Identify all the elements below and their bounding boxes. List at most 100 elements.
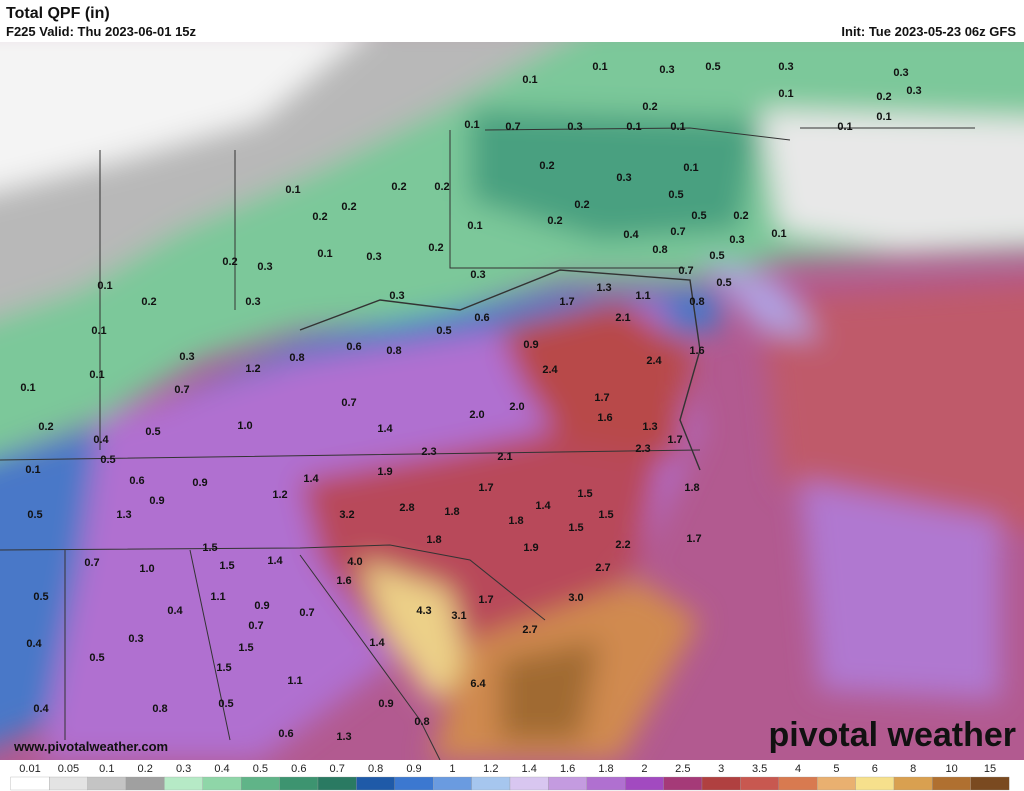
qpf-label: 2.4 (646, 355, 662, 367)
qpf-label: 0.9 (378, 698, 393, 710)
qpf-label: 1.4 (369, 637, 385, 649)
qpf-label: 0.8 (289, 352, 304, 364)
qpf-label: 1.8 (444, 506, 459, 518)
qpf-label: 1.5 (568, 522, 583, 534)
qpf-label: 1.5 (216, 662, 231, 674)
qpf-label: 0.8 (652, 244, 667, 256)
qpf-label: 0.3 (616, 172, 631, 184)
qpf-label: 0.2 (428, 242, 443, 254)
qpf-label: 0.5 (709, 250, 724, 262)
qpf-label: 0.6 (474, 312, 489, 324)
qpf-label: 0.1 (837, 121, 852, 133)
qpf-label: 1.7 (686, 533, 701, 545)
colorbar-swatch (394, 776, 434, 791)
qpf-label: 0.1 (522, 74, 537, 86)
qpf-label: 0.1 (464, 119, 479, 131)
qpf-label: 0.2 (547, 215, 562, 227)
qpf-label: 1.5 (598, 509, 613, 521)
colorbar-label: 1.2 (483, 763, 498, 775)
colorbar-swatch (202, 776, 242, 791)
qpf-label: 2.1 (497, 451, 512, 463)
colorbar-swatch (625, 776, 664, 791)
qpf-label: 1.4 (267, 555, 283, 567)
site-url[interactable]: www.pivotalweather.com (13, 739, 168, 754)
qpf-label: 0.2 (733, 210, 748, 222)
qpf-label: 0.3 (659, 64, 674, 76)
colorbar: 0.01 0.05 0.1 0.2 0.3 0.4 0.5 0.6 0.7 0.8 0.9 1 1.2 1… (10, 763, 1010, 791)
qpf-label: 0.7 (341, 397, 356, 409)
colorbar-label: 0.7 (330, 763, 345, 775)
colorbar-label: 0.9 (406, 763, 421, 775)
qpf-label: 1.8 (426, 534, 441, 546)
colorbar-label: 5 (833, 763, 839, 775)
qpf-label: 1.9 (377, 466, 392, 478)
qpf-label: 2.0 (469, 409, 484, 421)
qpf-label: 0.1 (683, 162, 698, 174)
qpf-label: 2.2 (615, 539, 630, 551)
qpf-label: 0.2 (574, 199, 589, 211)
qpf-label: 2.4 (542, 364, 558, 376)
qpf-label: 1.8 (684, 482, 699, 494)
qpf-label: 0.5 (668, 189, 683, 201)
qpf-label: 3.0 (568, 592, 583, 604)
qpf-label: 1.6 (336, 575, 351, 587)
colorbar-swatch (932, 776, 971, 791)
qpf-label: 0.9 (192, 477, 207, 489)
colorbar-label: 3.5 (752, 763, 767, 775)
qpf-label: 1.0 (237, 420, 252, 432)
qpf-label: 0.1 (778, 88, 793, 100)
colorbar-swatch (701, 776, 741, 791)
qpf-label: 0.2 (642, 101, 657, 113)
colorbar-swatch (970, 776, 1010, 791)
colorbar-label: 2.5 (675, 763, 690, 775)
qpf-label: 0.5 (705, 61, 720, 73)
qpf-label: 0.2 (341, 201, 356, 213)
colorbar-swatch (548, 776, 587, 791)
qpf-label: 1.4 (303, 473, 319, 485)
qpf-label: 0.7 (670, 226, 685, 238)
qpf-label: 0.6 (278, 728, 293, 740)
qpf-label: 0.5 (100, 454, 115, 466)
qpf-label: 0.3 (179, 351, 194, 363)
map-title: Total QPF (in) (6, 5, 110, 22)
qpf-label: 0.5 (27, 509, 42, 521)
qpf-label: 0.4 (167, 605, 183, 617)
colorbar-swatch (586, 776, 626, 791)
colorbar-swatch (279, 776, 319, 791)
qpf-label: 1.7 (478, 482, 493, 494)
colorbar-label: 10 (945, 763, 957, 775)
colorbar-label: 1 (449, 763, 455, 775)
colorbar-label: 6 (872, 763, 878, 775)
qpf-label: 1.3 (116, 509, 131, 521)
qpf-label: 0.5 (716, 277, 731, 289)
colorbar-swatch (471, 776, 511, 791)
qpf-label: 1.5 (238, 642, 253, 654)
qpf-label: 2.1 (615, 312, 630, 324)
qpf-label: 0.8 (689, 296, 704, 308)
qpf-label: 0.7 (84, 557, 99, 569)
qpf-label: 0.2 (312, 211, 327, 223)
colorbar-label: 8 (910, 763, 916, 775)
qpf-label: 1.7 (478, 594, 493, 606)
qpf-label: 1.8 (508, 515, 523, 527)
qpf-label: 0.5 (691, 210, 706, 222)
colorbar-swatch (817, 776, 856, 791)
colorbar-label: 0.8 (368, 763, 383, 775)
colorbar-swatch (241, 776, 280, 791)
qpf-label: 1.2 (245, 363, 260, 375)
qpf-label: 0.9 (523, 339, 538, 351)
logo: pivotal weather (768, 716, 1016, 754)
qpf-label: 0.4 (33, 703, 49, 715)
colorbar-swatch (87, 776, 127, 791)
map (0, 42, 1024, 760)
qpf-label: 0.4 (623, 229, 639, 241)
qpf-label: 0.7 (248, 620, 263, 632)
qpf-label: 0.3 (893, 67, 908, 79)
qpf-label: 0.3 (245, 296, 260, 308)
qpf-label: 3.2 (339, 509, 354, 521)
colorbar-label: 1.8 (598, 763, 613, 775)
qpf-label: 0.7 (174, 384, 189, 396)
qpf-label: 0.1 (670, 121, 685, 133)
qpf-label: 0.1 (771, 228, 786, 240)
colorbar-swatch (509, 776, 549, 791)
